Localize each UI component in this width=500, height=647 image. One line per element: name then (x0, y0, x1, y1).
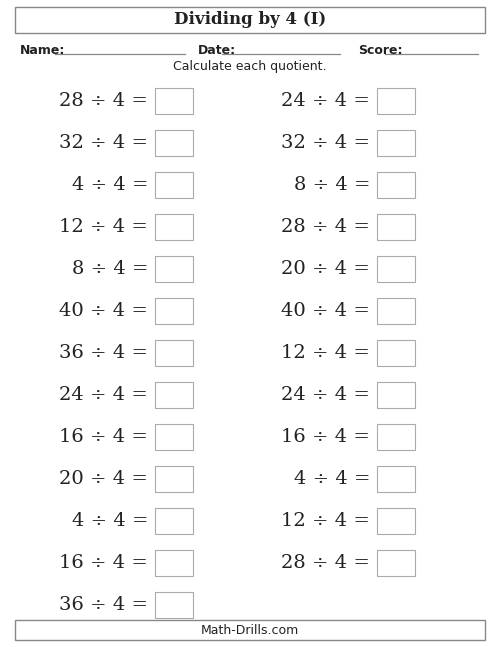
Bar (155, 298, 193, 324)
Bar (155, 550, 193, 576)
Bar (377, 172, 415, 198)
Bar (155, 88, 193, 114)
Bar (377, 424, 415, 450)
Bar (155, 592, 193, 618)
Text: 28 ÷ 4 =: 28 ÷ 4 = (59, 92, 148, 110)
Text: 28 ÷ 4 =: 28 ÷ 4 = (281, 554, 370, 572)
Bar (155, 382, 193, 408)
Text: Calculate each quotient.: Calculate each quotient. (174, 60, 327, 73)
Text: 40 ÷ 4 =: 40 ÷ 4 = (59, 302, 148, 320)
Text: 8 ÷ 4 =: 8 ÷ 4 = (294, 176, 370, 194)
Bar (155, 130, 193, 156)
Bar (155, 508, 193, 534)
Bar (377, 88, 415, 114)
Bar (377, 298, 415, 324)
Text: 4 ÷ 4 =: 4 ÷ 4 = (72, 176, 148, 194)
Bar (377, 130, 415, 156)
Bar (155, 424, 193, 450)
Text: 12 ÷ 4 =: 12 ÷ 4 = (281, 344, 370, 362)
Bar (15, 620, 485, 640)
Bar (155, 214, 193, 240)
Text: 20 ÷ 4 =: 20 ÷ 4 = (281, 260, 370, 278)
Bar (377, 214, 415, 240)
Bar (155, 466, 193, 492)
Text: Date:: Date: (198, 44, 236, 57)
Text: 8 ÷ 4 =: 8 ÷ 4 = (72, 260, 148, 278)
Text: 40 ÷ 4 =: 40 ÷ 4 = (281, 302, 370, 320)
Text: 16 ÷ 4 =: 16 ÷ 4 = (281, 428, 370, 446)
Text: 16 ÷ 4 =: 16 ÷ 4 = (59, 554, 148, 572)
Text: 4 ÷ 4 =: 4 ÷ 4 = (72, 512, 148, 530)
Text: Score:: Score: (358, 44, 403, 57)
Bar (377, 550, 415, 576)
Text: 24 ÷ 4 =: 24 ÷ 4 = (281, 386, 370, 404)
Bar (155, 172, 193, 198)
Text: Dividing by 4 (I): Dividing by 4 (I) (174, 12, 326, 28)
Text: 20 ÷ 4 =: 20 ÷ 4 = (59, 470, 148, 488)
Bar (377, 382, 415, 408)
Bar (377, 256, 415, 282)
Bar (377, 340, 415, 366)
Text: 16 ÷ 4 =: 16 ÷ 4 = (59, 428, 148, 446)
Text: 4 ÷ 4 =: 4 ÷ 4 = (294, 470, 370, 488)
Bar (155, 256, 193, 282)
Text: 32 ÷ 4 =: 32 ÷ 4 = (59, 134, 148, 152)
Text: 36 ÷ 4 =: 36 ÷ 4 = (59, 596, 148, 614)
Bar (377, 466, 415, 492)
Bar (15, 7, 485, 33)
Text: 32 ÷ 4 =: 32 ÷ 4 = (281, 134, 370, 152)
Text: 36 ÷ 4 =: 36 ÷ 4 = (59, 344, 148, 362)
Bar (377, 508, 415, 534)
Text: 12 ÷ 4 =: 12 ÷ 4 = (59, 218, 148, 236)
Bar (155, 340, 193, 366)
Text: 12 ÷ 4 =: 12 ÷ 4 = (281, 512, 370, 530)
Text: Name:: Name: (20, 44, 66, 57)
Text: 24 ÷ 4 =: 24 ÷ 4 = (59, 386, 148, 404)
Text: Math-Drills.com: Math-Drills.com (201, 624, 299, 637)
Text: 28 ÷ 4 =: 28 ÷ 4 = (281, 218, 370, 236)
Text: 24 ÷ 4 =: 24 ÷ 4 = (281, 92, 370, 110)
